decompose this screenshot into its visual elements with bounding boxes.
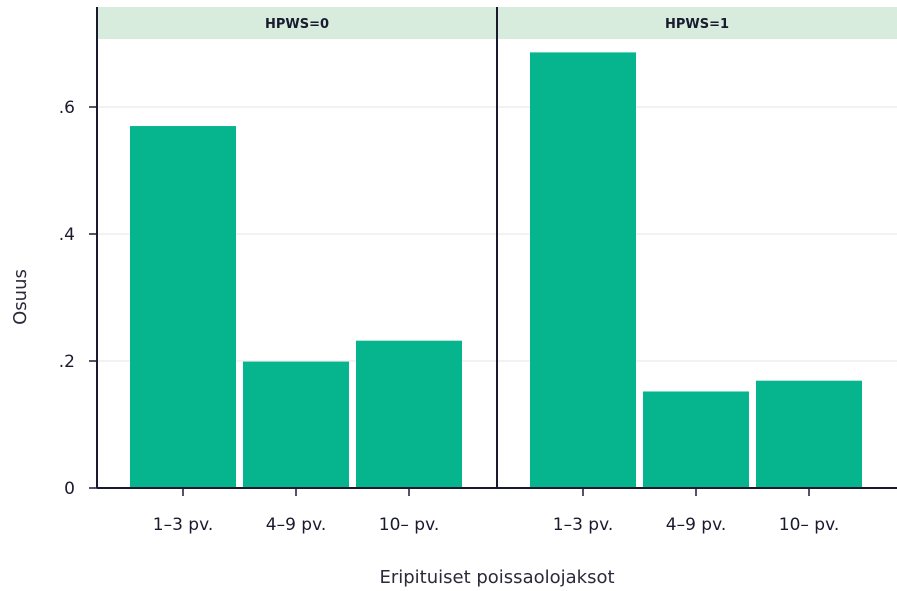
y-tick-label: .2	[59, 352, 75, 372]
x-tick-label: 1–3 pv.	[153, 515, 213, 535]
bar-layer	[130, 52, 862, 489]
y-tick-label: .4	[59, 225, 75, 245]
x-tick-label: 1–3 pv.	[553, 515, 613, 535]
bar	[756, 380, 862, 488]
panel-strip	[97, 7, 497, 39]
x-tick-label: 10– pv.	[379, 515, 439, 535]
y-axis-title: Osuus	[10, 269, 31, 325]
bar	[243, 361, 349, 488]
y-tick-label: .6	[59, 98, 75, 118]
bar	[643, 391, 749, 488]
x-tick-label: 4–9 pv.	[266, 515, 326, 535]
bar	[530, 52, 636, 488]
x-axis-title: Eripituiset poissaolojaksot	[379, 567, 614, 588]
x-tick-label: 4–9 pv.	[666, 515, 726, 535]
panel-title: HPWS=1	[665, 17, 729, 32]
panel-strip	[497, 7, 897, 39]
strip-layer: HPWS=0 HPWS=1	[97, 7, 897, 39]
x-tick-label: 10– pv.	[779, 515, 839, 535]
axis-layer: 0 .2 .4 .6 1–3 pv. 4–9 pv. 10– pv. 1–3 pv. 4–9 p…	[59, 7, 897, 535]
bar	[130, 126, 236, 489]
bar	[356, 340, 462, 488]
panel-title: HPWS=0	[265, 17, 329, 32]
y-tick-label: 0	[64, 479, 75, 499]
